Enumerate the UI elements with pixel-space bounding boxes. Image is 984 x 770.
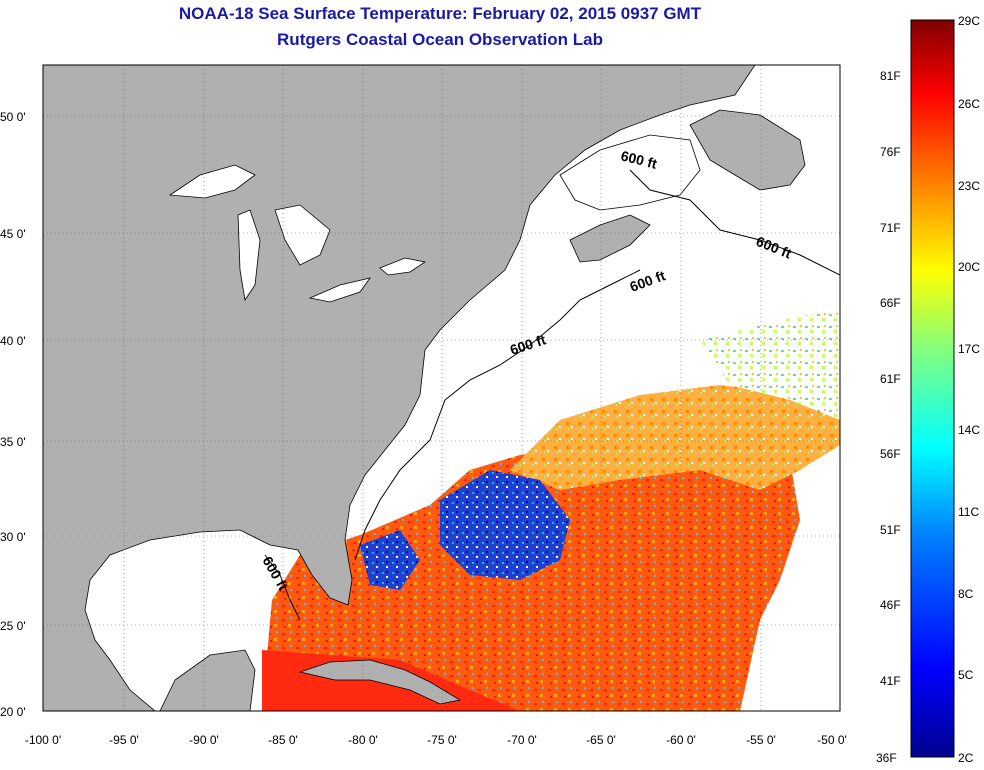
colorbar-c-label: 14C [958,423,980,437]
sst-cold-eddy [440,470,570,580]
lon-tick-label: -75 0' [427,733,457,747]
colorbar-f-label: 66F [880,296,901,310]
colorbar-f-label: 36F [876,751,897,765]
colorbar-f-label: 61F [880,372,901,386]
lon-tick-label: -90 0' [189,733,219,747]
newfoundland-land [689,109,806,191]
lake-ontario [379,257,427,276]
yucatan-land [159,649,256,711]
sst-swath-north [700,310,840,420]
sst-swath-mid [510,385,840,490]
colorbar-fahrenheit-labels: 81F 76F 71F 66F 61F 56F 51F 46F 41F 36F [876,69,901,765]
sst-swath-warm [262,440,800,711]
lat-tick-label: 45 0' [0,227,26,241]
graticule [43,65,840,711]
lon-tick-label: -60 0' [666,733,696,747]
colorbar-f-label: 76F [880,145,901,159]
lat-tick-label: 20 0' [0,705,26,719]
colorbar-celsius-labels: 29C 26C 23C 20C 17C 14C 11C 8C 5C 2C [958,14,980,765]
map-subtitle: Rutgers Coastal Ocean Observation Lab [277,30,603,49]
colorbar-c-label: 8C [958,587,974,601]
colorbar-c-label: 26C [958,97,980,111]
colorbar-f-label: 41F [880,674,901,688]
colorbar-c-label: 11C [958,505,979,519]
lon-tick-label: -50 0' [817,733,847,747]
lake-michigan [237,209,261,302]
lat-tick-label: 35 0' [0,435,26,449]
north-america-land [43,65,756,711]
lon-tick-label: -85 0' [268,733,298,747]
lon-tick-label: -55 0' [746,733,776,747]
colorbar [910,19,955,758]
colorbar-c-label: 5C [958,668,974,682]
lon-tick-label: -100 0' [25,733,61,747]
lon-tick-label: -70 0' [507,733,537,747]
colorbar-f-label: 46F [880,598,901,612]
cuba-land [298,659,462,705]
colorbar-f-label: 56F [880,447,901,461]
map-title: NOAA-18 Sea Surface Temperature: Februar… [178,4,702,23]
colorbar-f-label: 51F [880,523,901,537]
lake-huron [274,204,331,266]
colorbar-c-label: 17C [958,342,980,356]
colorbar-c-label: 23C [958,179,980,193]
st-lawrence-water [559,134,701,211]
lon-tick-label: -65 0' [586,733,616,747]
600ft-contour [264,169,840,621]
lat-tick-label: 30 0' [0,530,26,544]
colorbar-f-label: 81F [880,69,901,83]
colorbar-c-label: 2C [958,751,974,765]
lat-tick-label: 25 0' [0,619,26,633]
nova-scotia-land [569,214,651,263]
lat-tick-label: 50 0' [0,110,26,124]
colorbar-c-label: 20C [958,260,980,274]
colorbar-f-label: 71F [880,221,901,235]
sst-cold-patch [360,530,420,590]
lat-tick-label: 40 0' [0,334,26,348]
lake-superior [168,164,256,199]
lon-tick-label: -80 0' [348,733,378,747]
colorbar-c-label: 29C [958,14,980,28]
lon-tick-label: -95 0' [109,733,139,747]
lake-erie [308,277,371,303]
